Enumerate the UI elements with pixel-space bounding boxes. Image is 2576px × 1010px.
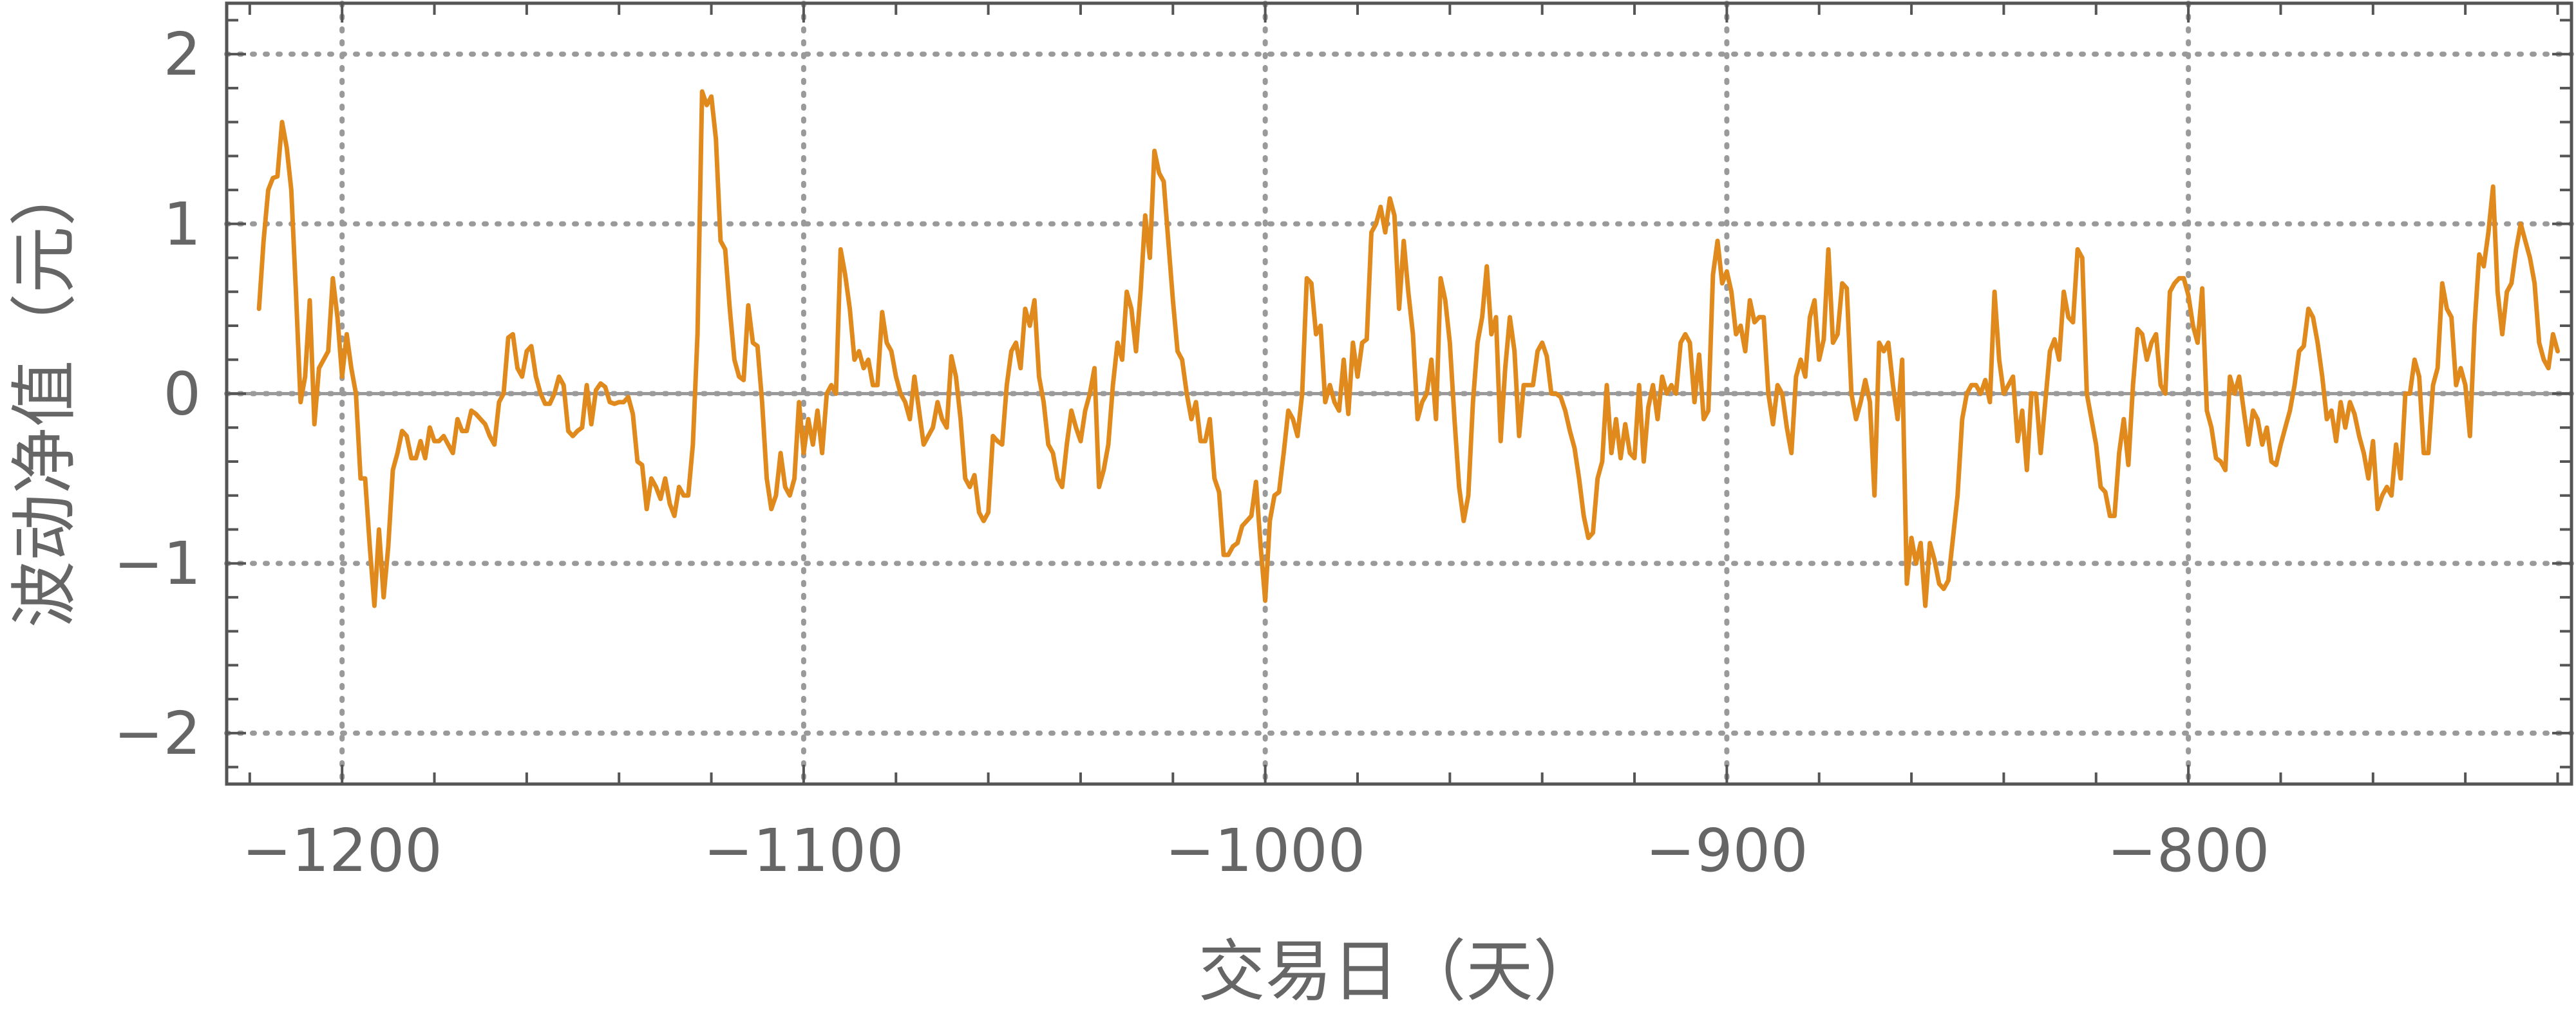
- gridlines: [224, 1, 2574, 787]
- y-tick-label: −1: [113, 529, 201, 598]
- x-tick-labels: −1200 −1100 −1000 −900 −800: [242, 816, 2270, 885]
- y-tick-labels: −2 −1 0 1 2: [113, 20, 201, 768]
- y-tick-label: 1: [163, 190, 201, 259]
- y-tick-label: 0: [163, 360, 201, 429]
- x-tick-label: −800: [2107, 816, 2270, 885]
- axis-ticks: [227, 3, 2571, 784]
- x-tick-label: −1000: [1165, 816, 1365, 885]
- x-tick-label: −1200: [242, 816, 442, 885]
- x-tick-label: −1100: [703, 816, 904, 885]
- y-tick-label: 2: [163, 20, 201, 89]
- y-tick-label: −2: [113, 699, 201, 768]
- x-axis-title: 交易日（天）: [1198, 932, 1600, 1010]
- series-line-0: [256, 89, 2560, 608]
- y-axis-title: 波动净值（元）: [5, 159, 84, 628]
- x-tick-label: −900: [1645, 816, 1808, 885]
- series-layer: [256, 89, 2560, 608]
- plot-frame: [225, 1, 2573, 786]
